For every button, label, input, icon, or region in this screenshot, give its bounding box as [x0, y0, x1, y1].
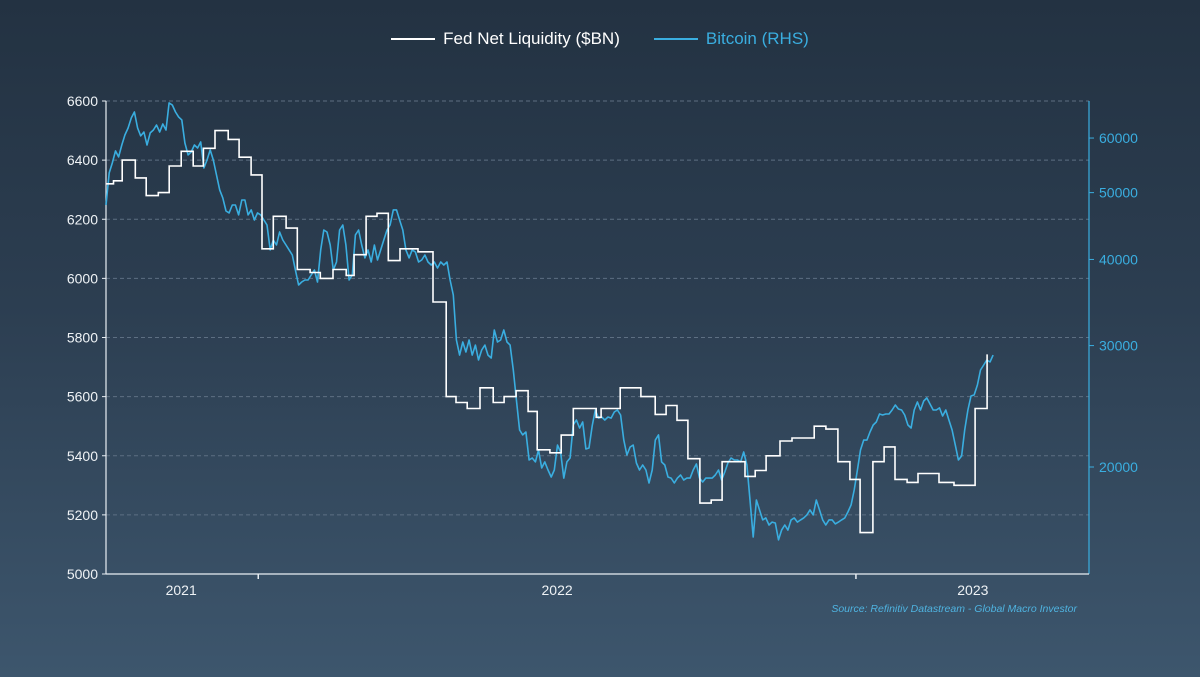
- right-tick-label: 20000: [1099, 459, 1138, 475]
- x-tick-label: 2022: [542, 582, 573, 598]
- left-tick-label: 6000: [67, 270, 98, 286]
- legend-item-fed-liquidity: Fed Net Liquidity ($BN): [391, 29, 620, 49]
- right-tick-label: 40000: [1099, 251, 1138, 267]
- left-tick-label: 6400: [67, 152, 98, 168]
- source-note: Source: Refinitiv Datastream - Global Ma…: [831, 603, 1077, 615]
- axes: [102, 100, 1094, 579]
- gridlines: [106, 100, 1089, 516]
- right-tick-label: 30000: [1099, 338, 1138, 354]
- legend: Fed Net Liquidity ($BN) Bitcoin (RHS): [0, 29, 1200, 49]
- legend-swatch-blue: [653, 38, 698, 40]
- legend-swatch-white: [391, 38, 436, 40]
- left-tick-label: 5000: [67, 566, 98, 582]
- left-tick-label: 5200: [67, 507, 98, 523]
- bitcoin-line: [105, 102, 994, 541]
- x-tick-label: 2023: [957, 582, 988, 598]
- right-tick-label: 50000: [1099, 185, 1138, 201]
- tick-labels: 6600 6400 6200 6000 5800 5600 5400 5200 5000 6000…: [67, 93, 1138, 598]
- legend-item-bitcoin: Bitcoin (RHS): [653, 29, 809, 49]
- left-tick-label: 6600: [67, 93, 98, 109]
- fed-liquidity-line: [106, 129, 988, 534]
- left-tick-label: 5800: [67, 330, 98, 346]
- series-lines: [105, 102, 994, 541]
- right-tick-label: 60000: [1099, 130, 1138, 146]
- left-tick-label: 5600: [67, 389, 98, 405]
- x-tick-label: 2021: [166, 582, 197, 598]
- legend-label: Bitcoin (RHS): [705, 29, 809, 48]
- legend-label: Fed Net Liquidity ($BN): [443, 29, 620, 48]
- left-tick-label: 5400: [67, 448, 98, 464]
- left-tick-label: 6200: [67, 211, 98, 227]
